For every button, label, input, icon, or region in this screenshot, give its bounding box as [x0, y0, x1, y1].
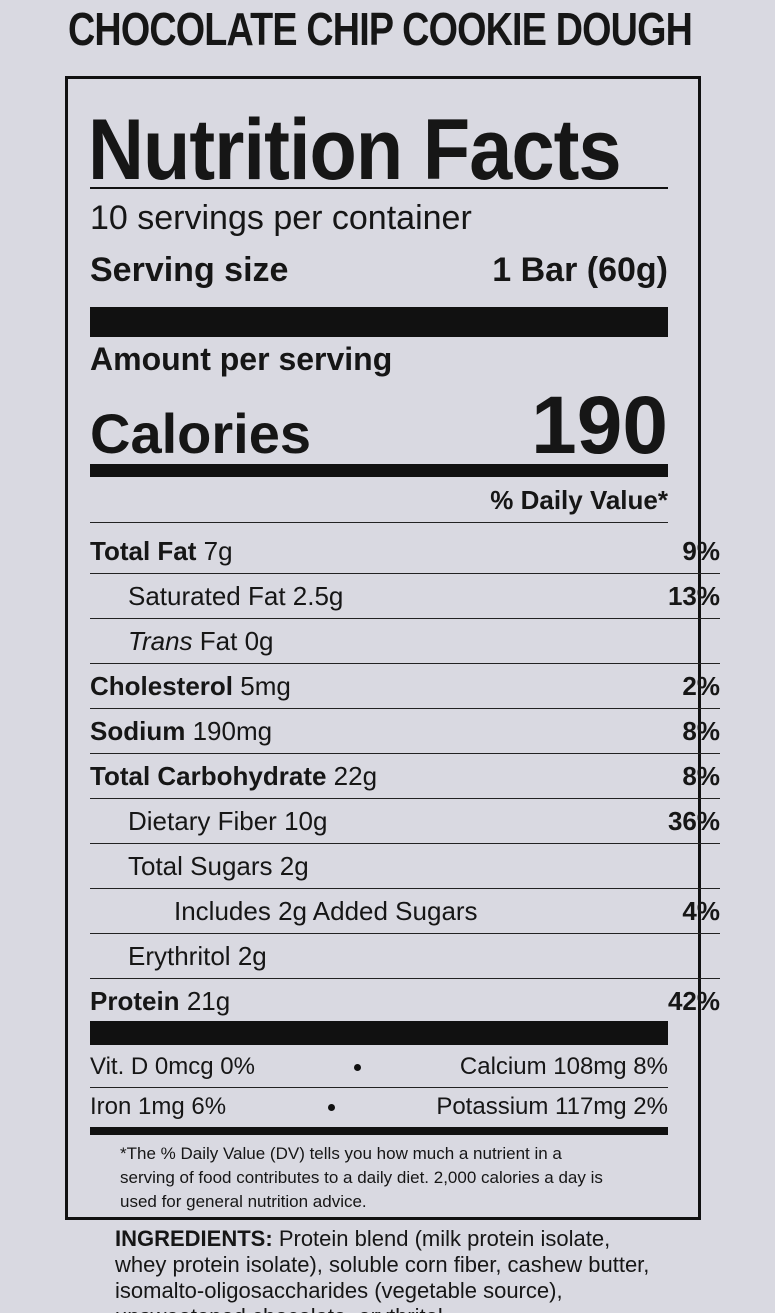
- dv-header: % Daily Value*: [90, 485, 668, 523]
- micronutrient-row: Iron 1mg 6% Potassium 117mg 2%: [90, 1087, 668, 1127]
- nutrient-name: Fat: [199, 625, 238, 656]
- nutrient-amount: 10g: [284, 805, 328, 836]
- nutrient-amount: 0g: [244, 625, 274, 656]
- ingredients: INGREDIENTS: Protein blend (milk protein…: [115, 1226, 650, 1313]
- nutrient-name: Saturated Fat: [128, 580, 286, 611]
- nutrient-amount: 7g: [203, 535, 233, 566]
- medium-bar: [90, 464, 668, 477]
- nutrient-name: Sodium: [90, 715, 186, 746]
- bullet: [327, 1103, 335, 1111]
- micronutrient: Vit. D 0mcg 0%: [90, 1053, 255, 1080]
- nutrient-amount: 2.5g: [292, 580, 344, 611]
- nutrient-row: Cholesterol 5mg 2%: [90, 664, 720, 709]
- nutrient-row: Erythritol 2g: [90, 934, 720, 979]
- nutrient-name: Cholesterol: [90, 670, 234, 701]
- medium-bar: [90, 1127, 668, 1135]
- nutrient-row: Sodium 190mg 8%: [90, 709, 720, 754]
- nutrient-amount: 5mg: [240, 670, 291, 701]
- nutrient-amount: 2g: [279, 850, 309, 881]
- nutrient-row: Trans Fat 0g: [90, 619, 720, 664]
- nutrient-name: Total Sugars: [128, 850, 273, 881]
- micronutrient: Potassium 117mg 2%: [436, 1093, 668, 1120]
- nutrient-dv: 42%: [667, 985, 720, 1016]
- nutrient-row: Protein 21g 42%: [90, 979, 720, 1023]
- nutrient-name: Total Fat: [90, 535, 197, 566]
- nutrient-dv: 4%: [682, 895, 720, 926]
- ingredients-label: INGREDIENTS:: [115, 1226, 273, 1251]
- nutrient-row: Saturated Fat 2.5g 13%: [90, 574, 720, 619]
- nutrient-row: Total Fat 7g 9%: [90, 529, 720, 574]
- calories-label: Calories: [90, 402, 311, 465]
- product-name: CHOCOLATE CHIP COOKIE DOUGH: [68, 3, 693, 55]
- nutrient-name: Protein: [90, 985, 180, 1016]
- nutrient-row: Total Carbohydrate 22g 8%: [90, 754, 720, 799]
- amount-per-serving: Amount per serving: [90, 341, 668, 378]
- nutrient-name: Total Carbohydrate: [90, 760, 327, 791]
- label-title: Nutrition Facts: [88, 102, 622, 198]
- micronutrient-row: Vit. D 0mcg 0% Calcium 108mg 8%: [90, 1047, 668, 1088]
- servings: 10 servings per container: [90, 199, 668, 238]
- calories: Calories 190: [90, 379, 668, 473]
- rule: [90, 187, 668, 189]
- nutrient-name: Dietary Fiber: [128, 805, 277, 836]
- nutrient-row: Dietary Fiber 10g 36%: [90, 799, 720, 844]
- nutrient-row: Includes 2g Added Sugars 4%: [90, 889, 720, 934]
- nutrient-dv: 36%: [667, 805, 720, 836]
- amount-per-serving-text: Amount per serving: [90, 341, 393, 377]
- micronutrient: Iron 1mg 6%: [90, 1093, 227, 1120]
- nutrient-amount: 2g: [237, 940, 267, 971]
- thick-bar: [90, 1021, 668, 1045]
- nutrient-amount: 22g: [333, 760, 378, 791]
- dv-header-text: % Daily Value*: [490, 485, 668, 515]
- nutrient-dv: 13%: [667, 580, 720, 611]
- nutrient-dv: 8%: [682, 760, 720, 791]
- nutrient-name: Erythritol: [128, 940, 231, 971]
- calories-value: 190: [531, 380, 668, 471]
- micronutrient: Calcium 108mg 8%: [459, 1053, 668, 1080]
- ingredients-text: Protein blend (milk protein isolate, whe…: [115, 1226, 650, 1313]
- thick-bar: [90, 307, 668, 337]
- nutrient-dv: 2%: [682, 670, 720, 701]
- nutrition-label: Nutrition Facts 10 servings per containe…: [65, 76, 720, 1220]
- serving-size-label: Serving size: [90, 251, 289, 289]
- serving-size: Serving size 1 Bar (60g): [90, 251, 668, 290]
- nutrient-rows: Total Fat 7g 9% Saturated Fat 2.5g 13% Tra…: [68, 529, 720, 1023]
- nutrient-name-italic: Trans: [128, 625, 193, 656]
- nutrient-row: Total Sugars 2g: [90, 844, 720, 889]
- nutrient-dv: 9%: [682, 535, 720, 566]
- nutrient-name: Includes 2g Added Sugars: [174, 895, 478, 926]
- nutrient-dv: 8%: [682, 715, 720, 746]
- footnote: *The % Daily Value (DV) tells you how mu…: [120, 1144, 603, 1211]
- servings-text: 10 servings per container: [90, 199, 472, 237]
- nutrient-amount: 21g: [186, 985, 231, 1016]
- serving-size-value: 1 Bar (60g): [492, 251, 668, 289]
- nutrient-amount: 190mg: [192, 715, 273, 746]
- bullet: [353, 1063, 361, 1071]
